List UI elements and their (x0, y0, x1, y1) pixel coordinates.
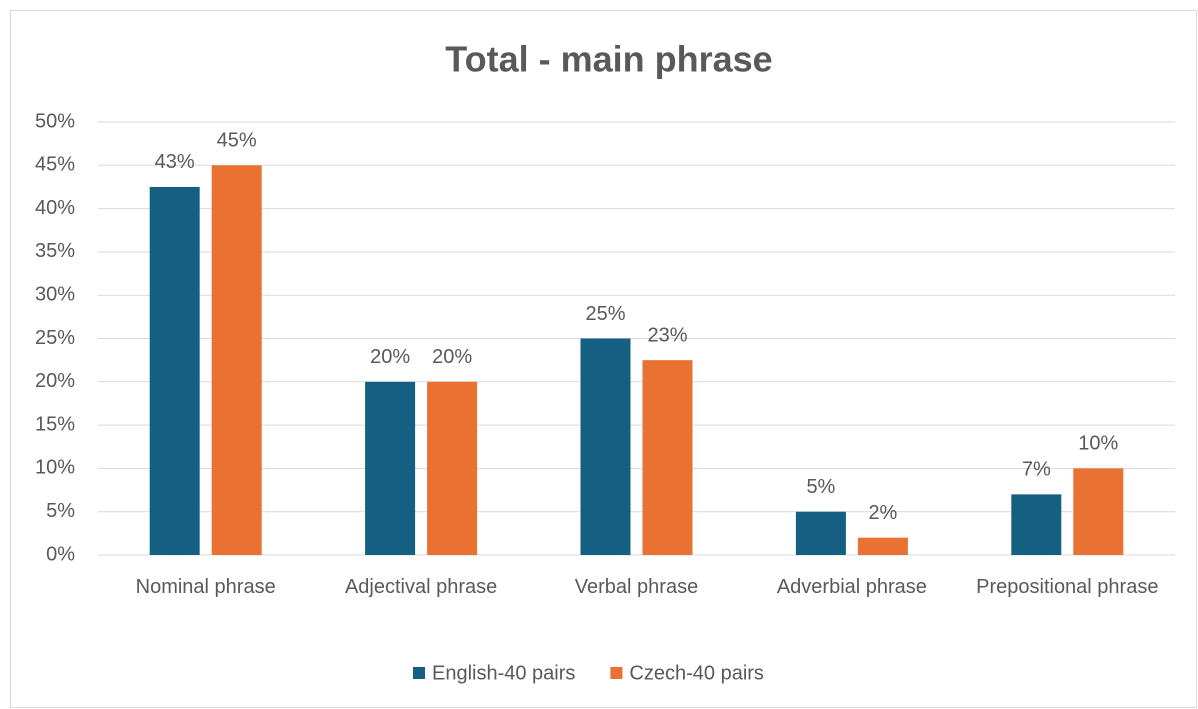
bar (1073, 468, 1124, 555)
x-tick-label: Prepositional phrase (976, 576, 1159, 598)
bar (211, 165, 262, 556)
legend-swatch (413, 667, 425, 679)
bar (427, 381, 478, 555)
bar (795, 511, 846, 555)
y-tick-label: 10% (35, 457, 75, 479)
data-label: 23% (647, 324, 687, 346)
y-tick-label: 0% (46, 543, 75, 565)
bar (365, 381, 416, 555)
bar (1011, 494, 1062, 555)
bar (149, 186, 200, 555)
data-label: 25% (585, 303, 625, 325)
data-label: 45% (217, 130, 257, 152)
data-label: 10% (1078, 433, 1118, 455)
y-tick-label: 40% (35, 197, 75, 219)
y-tick-label: 30% (35, 283, 75, 305)
y-tick-label: 20% (35, 370, 75, 392)
y-tick-label: 50% (35, 110, 75, 132)
data-label: 43% (155, 151, 195, 173)
x-tick-label: Adverbial phrase (776, 576, 927, 598)
y-tick-label: 15% (35, 413, 75, 435)
y-tick-label: 5% (46, 500, 75, 522)
bar (580, 338, 631, 555)
chart-title: Total - main phrase (445, 39, 772, 80)
y-tick-label: 25% (35, 327, 75, 349)
legend-label: English-40 pairs (432, 662, 575, 684)
legend-label: Czech-40 pairs (629, 662, 764, 684)
bar (642, 360, 693, 555)
x-tick-label: Verbal phrase (574, 576, 699, 598)
bar (857, 537, 908, 555)
x-tick-label: Nominal phrase (135, 576, 276, 598)
legend-swatch (610, 667, 623, 679)
data-label: 7% (1022, 459, 1051, 481)
data-label: 20% (432, 346, 472, 368)
data-label: 20% (370, 346, 410, 368)
data-label: 2% (868, 502, 897, 524)
y-tick-label: 35% (35, 240, 75, 262)
data-label: 5% (806, 476, 835, 498)
y-tick-label: 45% (35, 154, 75, 176)
x-tick-label: Adjectival phrase (344, 576, 498, 598)
